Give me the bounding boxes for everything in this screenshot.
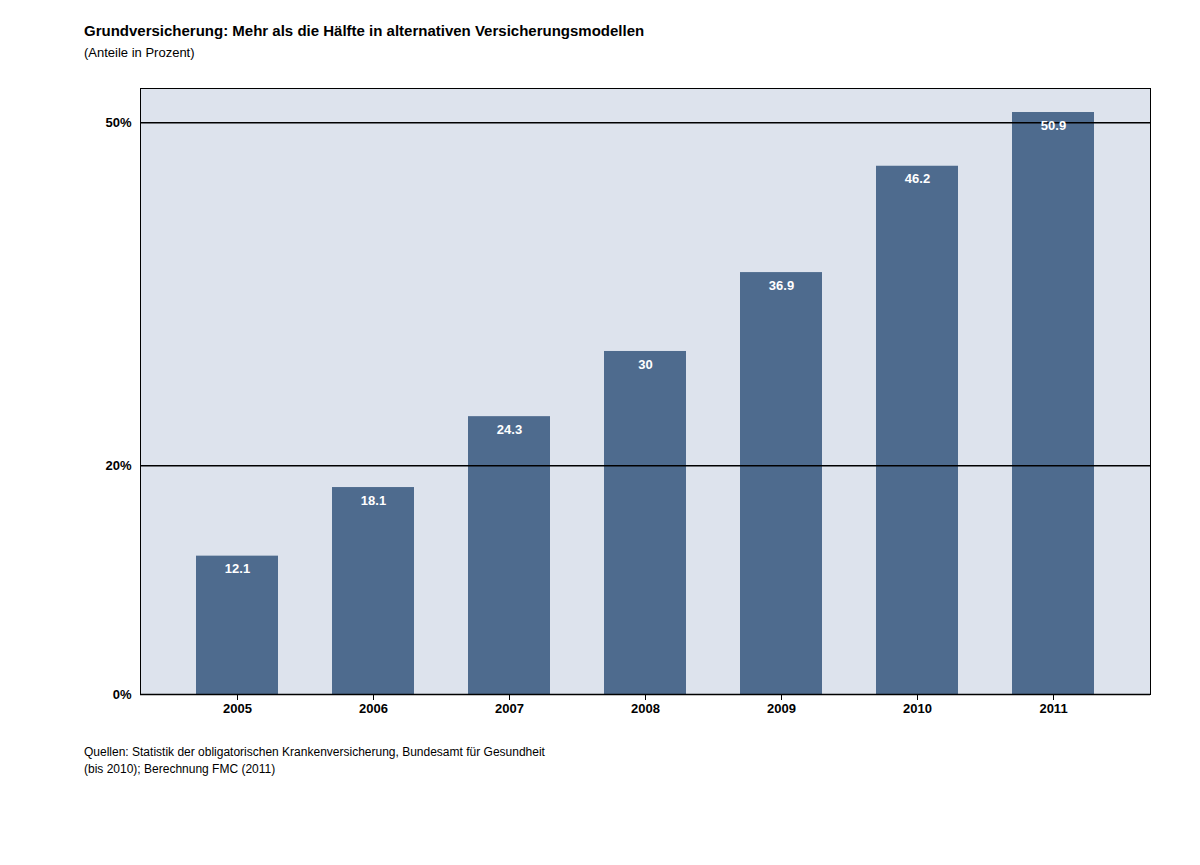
svg-text:2005: 2005 — [223, 701, 252, 716]
svg-text:50%: 50% — [105, 115, 131, 130]
svg-text:36.9: 36.9 — [769, 278, 794, 293]
svg-text:2010: 2010 — [903, 701, 932, 716]
svg-text:2009: 2009 — [767, 701, 796, 716]
html-text:Grundversicherung: Mehr als di: Grundversicherung: Mehr als die Hälfte i… — [84, 22, 645, 39]
svg-text:0%: 0% — [113, 687, 132, 702]
svg-text:20%: 20% — [105, 458, 131, 473]
html-text:Quellen: Statistik der obligat: Quellen: Statistik der obligatorischen K… — [84, 745, 545, 776]
html-text:(Anteile in Prozent): (Anteile in Prozent) — [84, 45, 195, 60]
svg-text:30: 30 — [638, 357, 652, 372]
svg-text:2007: 2007 — [495, 701, 524, 716]
svg-text:24.3: 24.3 — [497, 422, 522, 437]
svg-text:50.9: 50.9 — [1041, 118, 1066, 133]
svg-text:2006: 2006 — [359, 701, 388, 716]
svg-text:18.1: 18.1 — [361, 493, 386, 508]
svg-text:2011: 2011 — [1039, 701, 1067, 716]
svg-text:2008: 2008 — [631, 701, 660, 716]
svg-text:46.2: 46.2 — [905, 171, 930, 186]
svg-text:12.1: 12.1 — [225, 561, 250, 576]
